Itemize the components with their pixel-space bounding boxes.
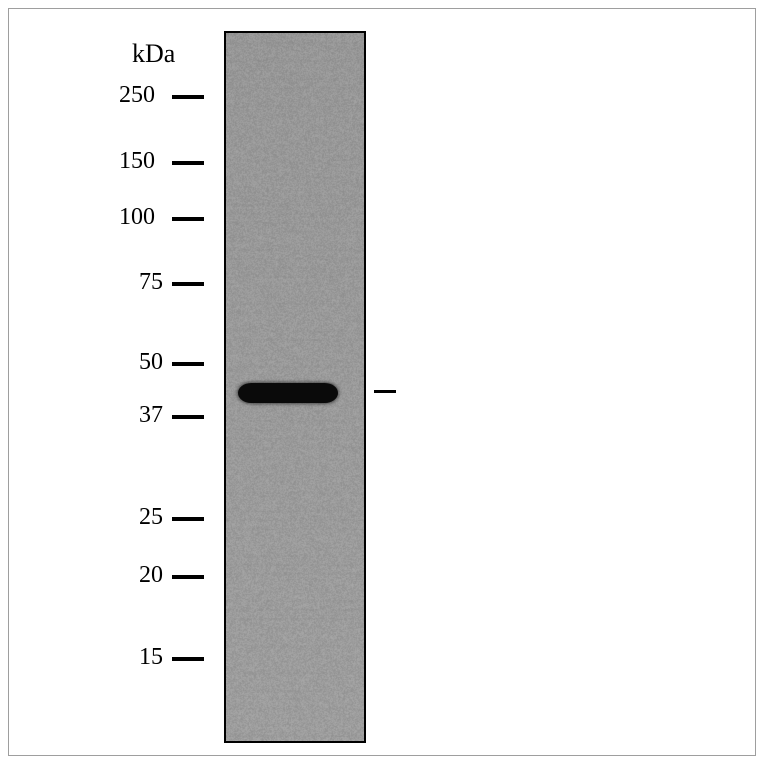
ladder-label: 15	[139, 644, 163, 671]
ladder-tick	[172, 217, 204, 221]
kda-unit-label: kDa	[132, 39, 175, 69]
ladder-tick	[172, 95, 204, 99]
ladder-label: 50	[139, 349, 163, 376]
ladder-tick	[172, 657, 204, 661]
ladder-tick	[172, 161, 204, 165]
ladder-label: 150	[119, 148, 155, 175]
band-pointer	[374, 390, 396, 393]
ladder-label: 20	[139, 562, 163, 589]
ladder-label: 250	[119, 82, 155, 109]
ladder-tick	[172, 362, 204, 366]
ladder-label: 100	[119, 204, 155, 231]
ladder-label: 75	[139, 269, 163, 296]
protein-band	[238, 383, 338, 403]
ladder-label: 37	[139, 402, 163, 429]
ladder-tick	[172, 517, 204, 521]
ladder-tick	[172, 282, 204, 286]
blot-lane	[224, 31, 366, 743]
ladder-tick	[172, 415, 204, 419]
ladder-label: 25	[139, 504, 163, 531]
ladder-tick	[172, 575, 204, 579]
figure-frame: kDa 250 150 100 75 50 37 25 20 15	[8, 8, 756, 756]
